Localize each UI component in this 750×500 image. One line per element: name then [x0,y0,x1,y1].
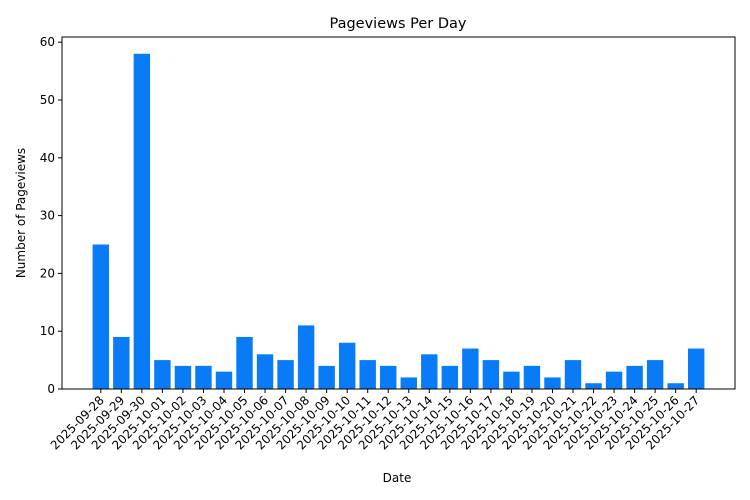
y-tick-label: 0 [47,382,55,396]
bar [585,383,602,389]
y-tick-label: 10 [40,324,55,338]
bar [113,336,130,389]
bar [626,365,643,389]
bar [544,377,561,389]
bar [133,53,151,390]
x-axis-label: Date [383,471,412,485]
y-tick-label: 40 [40,151,55,165]
bar [318,365,335,389]
y-axis-label: Number of Pageviews [14,148,28,278]
bar [236,336,253,389]
bar [482,360,500,389]
bar [359,360,376,389]
bar [462,348,479,389]
bar [605,371,623,389]
bar [92,244,110,389]
bar [523,365,541,389]
bar [195,365,212,389]
y-tick-label: 30 [40,209,55,223]
bar [441,365,459,389]
bar [564,360,582,389]
y-tick-label: 50 [40,93,55,107]
bar [400,377,417,389]
bar [421,354,438,389]
chart-title: Pageviews Per Day [329,16,466,32]
bar [646,360,664,389]
bar [154,360,171,389]
bar [667,383,684,389]
bar [297,325,315,389]
y-tick-label: 20 [40,266,55,280]
bar [174,365,192,389]
bar [256,354,274,389]
bar [503,371,520,389]
bar [380,365,397,389]
bar [277,360,294,389]
bar [338,342,356,389]
bar [215,371,233,389]
plot-frame [61,36,736,390]
y-tick-label: 60 [40,35,55,49]
bar [687,348,705,389]
